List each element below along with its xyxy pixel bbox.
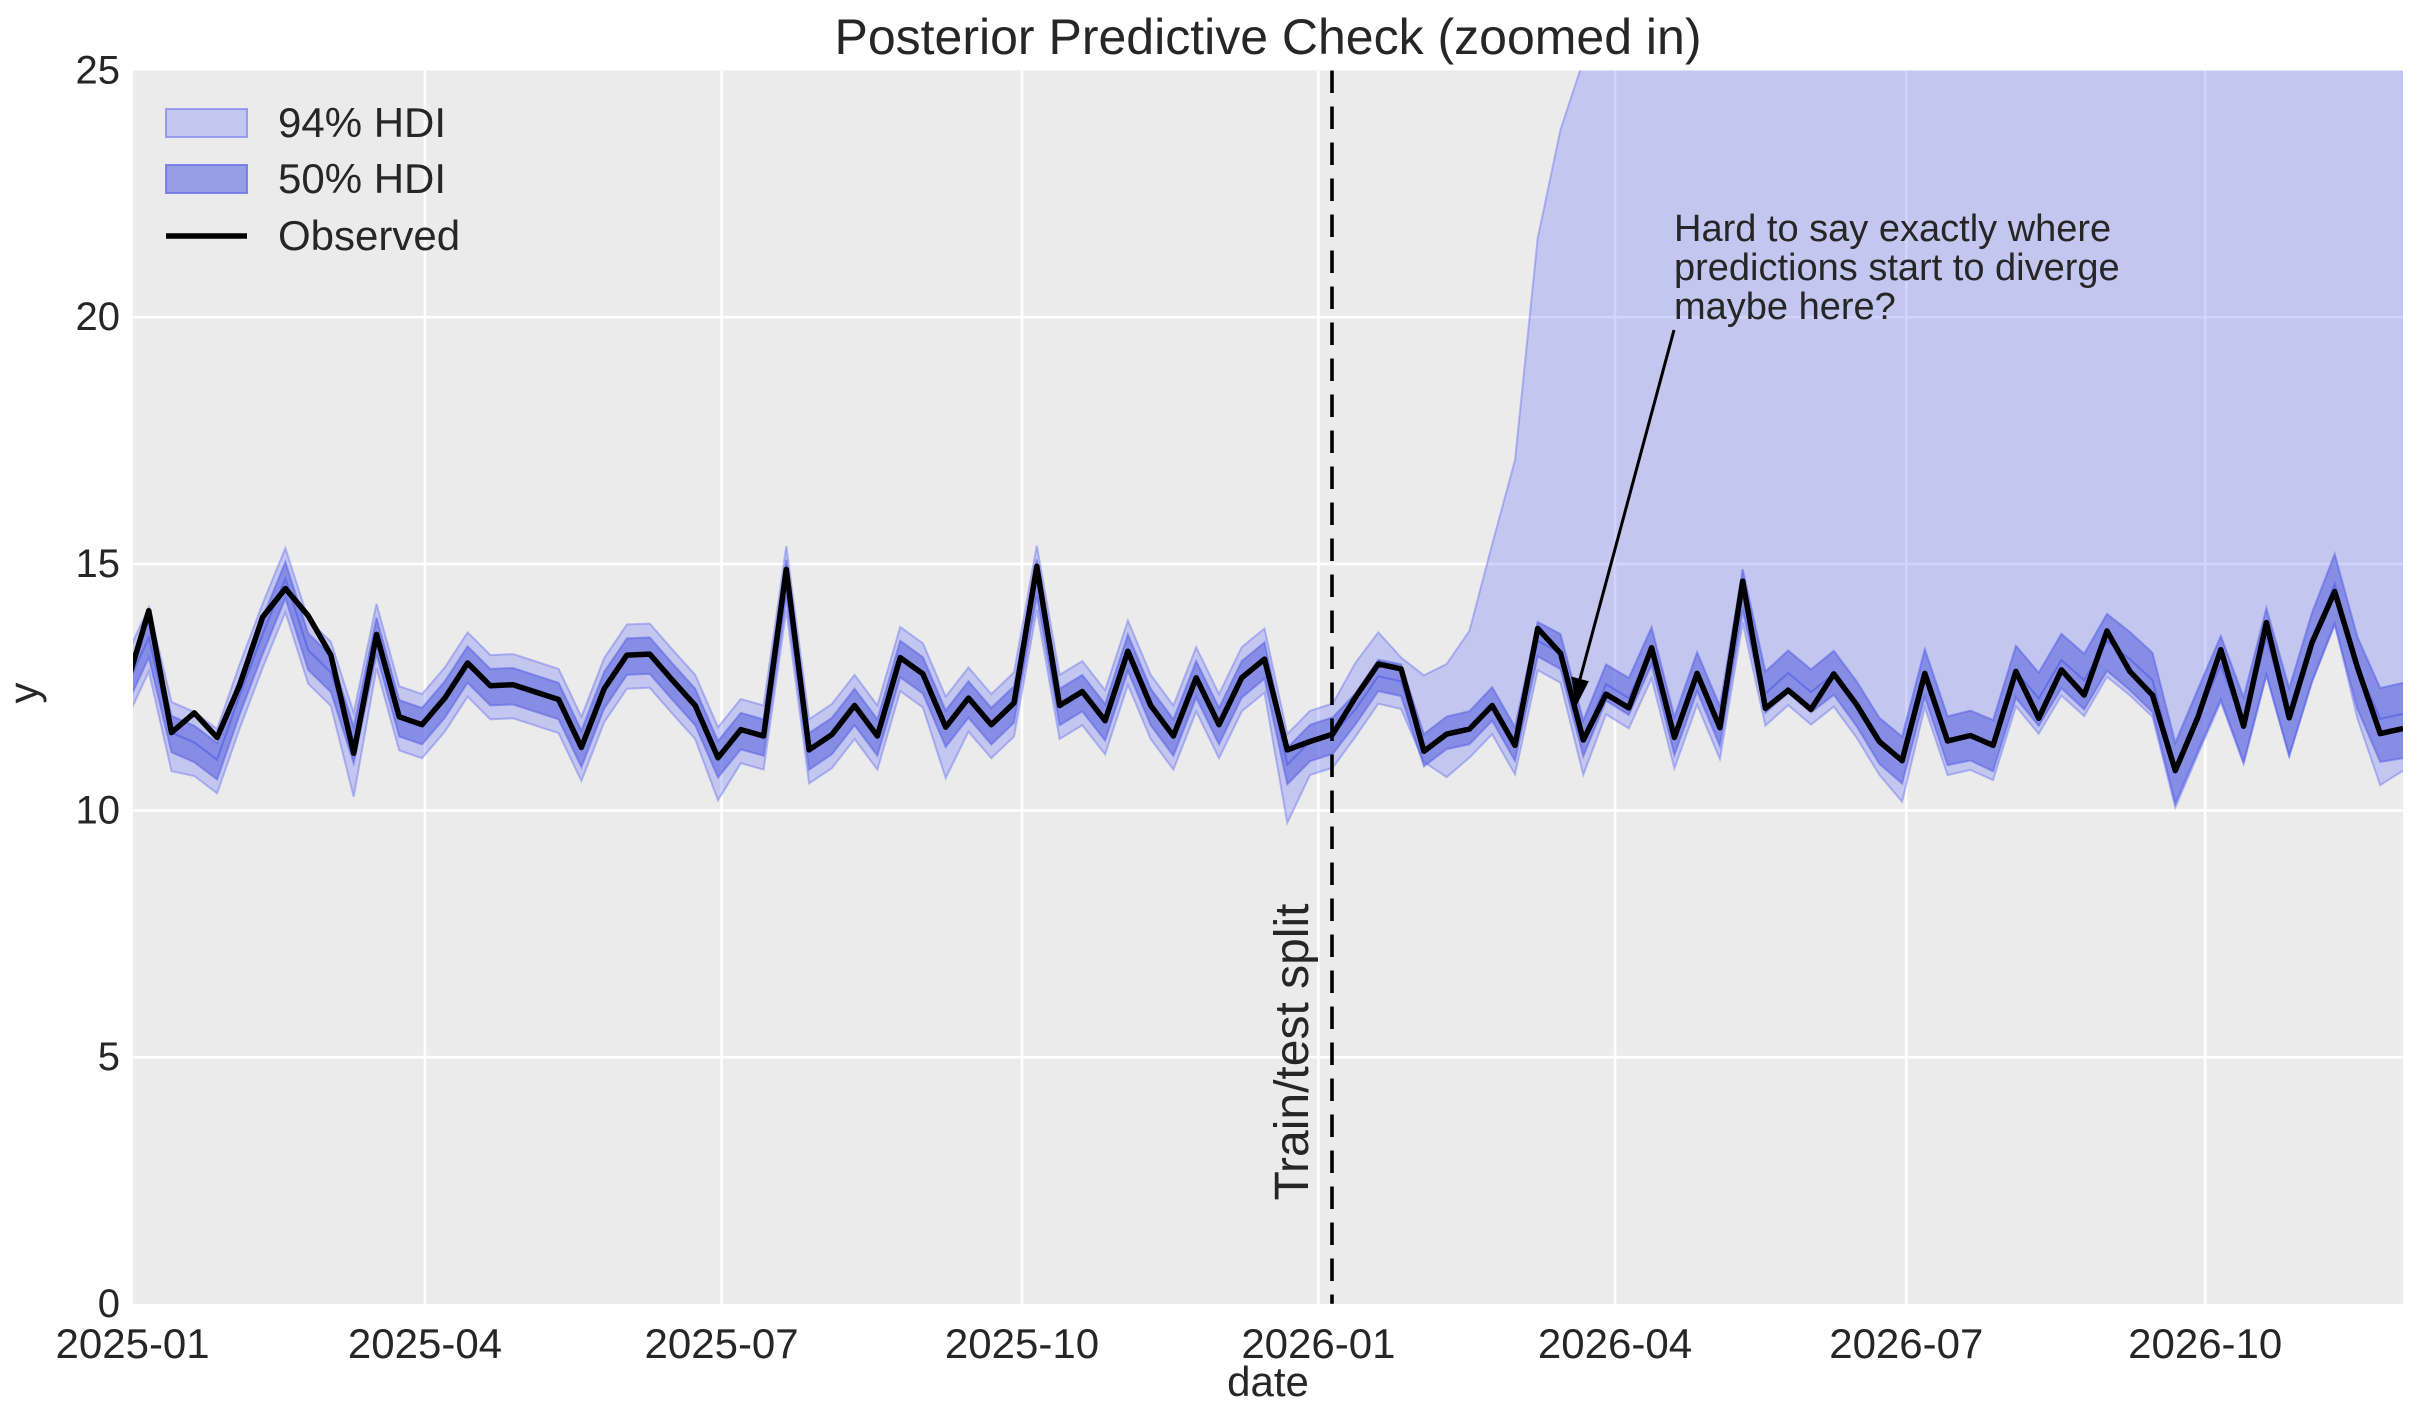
svg-text:0: 0 xyxy=(98,1282,120,1326)
svg-text:2026-10: 2026-10 xyxy=(2128,1320,2282,1367)
svg-text:2025-10: 2025-10 xyxy=(945,1320,1099,1367)
svg-text:2026-01: 2026-01 xyxy=(1241,1320,1395,1367)
svg-text:date: date xyxy=(1227,1358,1309,1405)
svg-text:predictions start to diverge: predictions start to diverge xyxy=(1674,247,2120,289)
svg-text:2025-04: 2025-04 xyxy=(348,1320,502,1367)
svg-text:Train/test split: Train/test split xyxy=(1266,904,1319,1201)
svg-text:2026-04: 2026-04 xyxy=(1538,1320,1692,1367)
svg-text:2025-01: 2025-01 xyxy=(56,1320,210,1367)
svg-text:15: 15 xyxy=(76,542,121,586)
svg-text:20: 20 xyxy=(76,295,121,339)
svg-text:94% HDI: 94% HDI xyxy=(278,99,446,146)
svg-text:Posterior Predictive Check (zo: Posterior Predictive Check (zoomed in) xyxy=(835,9,1702,65)
svg-text:Hard to say exactly where: Hard to say exactly where xyxy=(1674,208,2111,250)
svg-text:5: 5 xyxy=(98,1035,120,1079)
svg-text:25: 25 xyxy=(76,49,121,93)
svg-text:50% HDI: 50% HDI xyxy=(278,155,446,202)
svg-text:maybe here?: maybe here? xyxy=(1674,286,1896,328)
svg-text:Observed: Observed xyxy=(278,212,460,259)
svg-text:y: y xyxy=(0,683,47,704)
svg-text:2026-07: 2026-07 xyxy=(1829,1320,1983,1367)
svg-text:10: 10 xyxy=(76,789,121,833)
svg-text:2025-07: 2025-07 xyxy=(645,1320,799,1367)
